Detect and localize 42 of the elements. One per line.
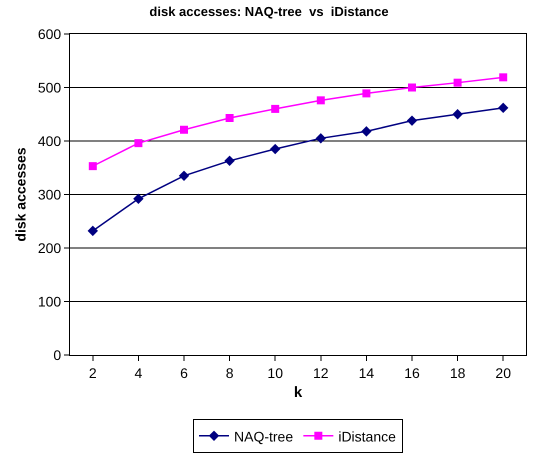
x-tick-label: 2	[88, 364, 97, 381]
point	[406, 115, 418, 126]
point	[362, 89, 370, 98]
x-tick-label: 6	[180, 364, 188, 381]
x-tick-label: 4	[134, 364, 142, 381]
y-axis-title: disk accesses	[12, 147, 28, 242]
point	[134, 139, 142, 148]
point	[498, 102, 508, 114]
point	[224, 156, 235, 166]
point	[316, 96, 325, 104]
point	[361, 126, 372, 137]
point	[88, 226, 98, 236]
point	[178, 170, 190, 181]
x-tick-label: 16	[404, 364, 420, 381]
y-tick-label: 0	[53, 346, 62, 363]
point	[408, 84, 416, 92]
point	[499, 73, 508, 82]
legend-label: NAQ-tree	[234, 428, 294, 444]
point	[226, 114, 234, 122]
y-tick-label: 500	[38, 79, 62, 96]
point	[316, 133, 326, 144]
point	[271, 104, 280, 113]
chart-title: disk accesses: NAQ-tree vs iDistance	[149, 4, 389, 20]
x-axis-title: k	[294, 384, 303, 401]
x-tick-label: 12	[313, 364, 329, 381]
point	[88, 162, 97, 170]
x-tick-label: 10	[267, 364, 284, 381]
y-tick-label: 200	[38, 240, 62, 256]
y-tick-label: 100	[38, 293, 62, 310]
point	[180, 126, 188, 134]
point	[133, 194, 144, 204]
point	[454, 78, 462, 87]
y-tick-label: 400	[38, 132, 62, 149]
point	[270, 144, 280, 154]
point	[452, 109, 463, 120]
y-tick-label: 300	[38, 186, 62, 202]
y-tick-label: 600	[38, 26, 62, 42]
x-tick-label: 14	[358, 364, 374, 381]
x-tick-label: 8	[226, 364, 234, 381]
x-tick-label: 20	[495, 364, 512, 381]
legend-label: iDistance	[338, 428, 396, 444]
x-tick-label: 18	[450, 364, 466, 381]
